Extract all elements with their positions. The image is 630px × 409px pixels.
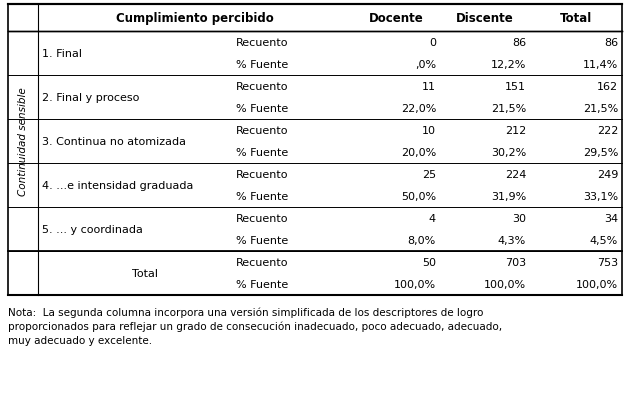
Text: Discente: Discente bbox=[456, 12, 514, 25]
Text: 703: 703 bbox=[505, 257, 526, 267]
Text: 21,5%: 21,5% bbox=[491, 104, 526, 114]
Text: 22,0%: 22,0% bbox=[401, 104, 436, 114]
Text: 30,2%: 30,2% bbox=[491, 148, 526, 157]
Text: % Fuente: % Fuente bbox=[236, 236, 289, 245]
Text: Docente: Docente bbox=[369, 12, 423, 25]
Text: 224: 224 bbox=[505, 170, 526, 180]
Text: 753: 753 bbox=[597, 257, 618, 267]
Text: 12,2%: 12,2% bbox=[491, 60, 526, 70]
Text: 21,5%: 21,5% bbox=[583, 104, 618, 114]
Text: Recuento: Recuento bbox=[236, 170, 289, 180]
Text: 212: 212 bbox=[505, 126, 526, 136]
Text: Cumplimiento percibido: Cumplimiento percibido bbox=[116, 12, 274, 25]
Text: 4. ...e intensidad graduada: 4. ...e intensidad graduada bbox=[42, 180, 193, 191]
Text: Total: Total bbox=[132, 268, 158, 278]
Text: 11: 11 bbox=[422, 82, 436, 92]
Text: 151: 151 bbox=[505, 82, 526, 92]
Text: 222: 222 bbox=[597, 126, 618, 136]
Text: 4: 4 bbox=[429, 213, 436, 223]
Text: 4,3%: 4,3% bbox=[498, 236, 526, 245]
Text: 4,5%: 4,5% bbox=[590, 236, 618, 245]
Text: 2. Final y proceso: 2. Final y proceso bbox=[42, 93, 139, 103]
Text: 50,0%: 50,0% bbox=[401, 191, 436, 202]
Text: 20,0%: 20,0% bbox=[401, 148, 436, 157]
Text: 8,0%: 8,0% bbox=[408, 236, 436, 245]
Text: 100,0%: 100,0% bbox=[576, 279, 618, 289]
Text: 86: 86 bbox=[512, 38, 526, 48]
Text: 50: 50 bbox=[422, 257, 436, 267]
Text: Continuidad sensible: Continuidad sensible bbox=[18, 88, 28, 196]
Text: % Fuente: % Fuente bbox=[236, 191, 289, 202]
Text: 86: 86 bbox=[604, 38, 618, 48]
Text: Recuento: Recuento bbox=[236, 38, 289, 48]
Text: 11,4%: 11,4% bbox=[583, 60, 618, 70]
Text: 162: 162 bbox=[597, 82, 618, 92]
Text: 34: 34 bbox=[604, 213, 618, 223]
Text: 100,0%: 100,0% bbox=[394, 279, 436, 289]
Text: 100,0%: 100,0% bbox=[484, 279, 526, 289]
Text: % Fuente: % Fuente bbox=[236, 279, 289, 289]
Text: 10: 10 bbox=[422, 126, 436, 136]
Text: 25: 25 bbox=[422, 170, 436, 180]
Text: 31,9%: 31,9% bbox=[491, 191, 526, 202]
Text: 30: 30 bbox=[512, 213, 526, 223]
Text: ,0%: ,0% bbox=[415, 60, 436, 70]
Text: 5. ... y coordinada: 5. ... y coordinada bbox=[42, 225, 143, 234]
Text: % Fuente: % Fuente bbox=[236, 148, 289, 157]
Text: 33,1%: 33,1% bbox=[583, 191, 618, 202]
Text: % Fuente: % Fuente bbox=[236, 60, 289, 70]
Text: 0: 0 bbox=[429, 38, 436, 48]
Text: Nota:  La segunda columna incorpora una versión simplificada de los descriptores: Nota: La segunda columna incorpora una v… bbox=[8, 307, 502, 345]
Text: 29,5%: 29,5% bbox=[583, 148, 618, 157]
Text: 249: 249 bbox=[597, 170, 618, 180]
Text: Recuento: Recuento bbox=[236, 257, 289, 267]
Text: Recuento: Recuento bbox=[236, 213, 289, 223]
Text: Recuento: Recuento bbox=[236, 82, 289, 92]
Text: 3. Continua no atomizada: 3. Continua no atomizada bbox=[42, 137, 186, 147]
Text: Recuento: Recuento bbox=[236, 126, 289, 136]
Text: 1. Final: 1. Final bbox=[42, 49, 82, 59]
Text: % Fuente: % Fuente bbox=[236, 104, 289, 114]
Text: Total: Total bbox=[560, 12, 592, 25]
